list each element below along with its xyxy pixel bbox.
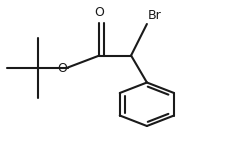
Text: O: O (94, 6, 104, 19)
Text: Br: Br (147, 9, 161, 22)
Text: O: O (56, 62, 66, 75)
